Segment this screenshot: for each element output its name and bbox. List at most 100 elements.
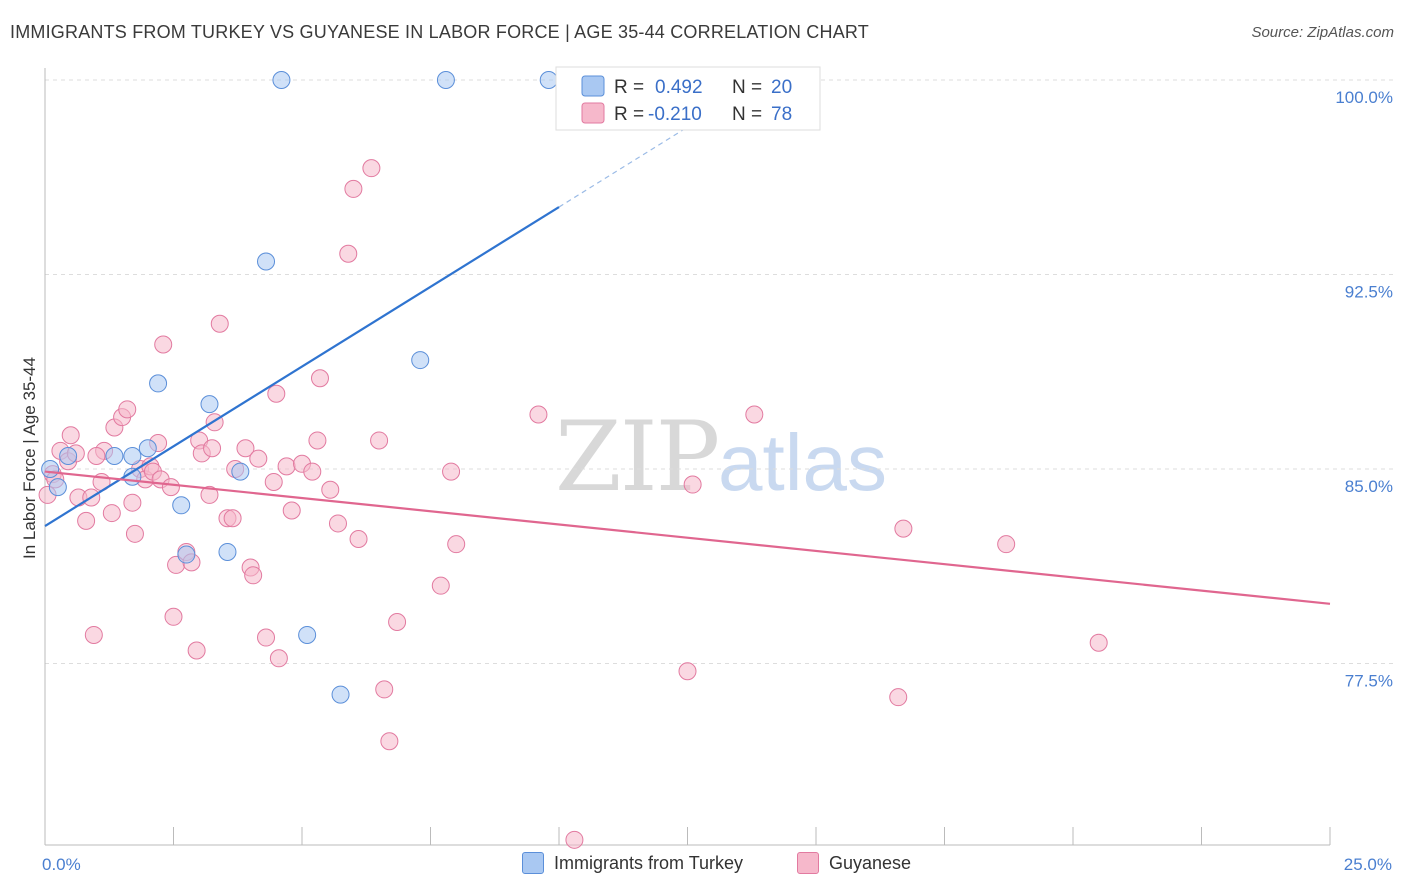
watermark-atlas: atlas xyxy=(718,418,887,507)
y-tick-label-1: 85.0% xyxy=(1345,477,1393,496)
turkey-point-19 xyxy=(539,71,558,89)
trend-line-turkey-extension xyxy=(558,110,714,208)
guyanese-point-66 xyxy=(565,830,584,849)
turkey-point-4 xyxy=(123,447,142,466)
guyanese-point-67 xyxy=(678,662,697,681)
legend-swatch-guyanese xyxy=(581,102,605,124)
legend-r-label-turkey: R = xyxy=(614,77,644,98)
trend-line-turkey xyxy=(44,206,560,527)
guyanese-point-4 xyxy=(61,426,80,445)
y-tick-label-3: 100.0% xyxy=(1335,88,1393,107)
legend-n-value-guyanese: 78 xyxy=(771,104,792,125)
guyanese-point-64 xyxy=(447,535,466,554)
guyanese-point-24 xyxy=(154,335,173,354)
turkey-point-0 xyxy=(41,459,60,478)
guyanese-point-69 xyxy=(745,405,764,424)
bottom-legend: Immigrants from Turkey Guyanese xyxy=(0,852,1406,880)
bottom-legend-label-guyanese: Guyanese xyxy=(829,852,912,873)
guyanese-point-26 xyxy=(164,607,183,626)
legend-r-value-turkey: 0.492 xyxy=(655,77,703,98)
turkey-point-16 xyxy=(331,685,350,704)
chart-title: IMMIGRANTS FROM TURKEY VS GUYANESE IN LA… xyxy=(10,22,869,42)
guyanese-point-60 xyxy=(380,732,399,751)
guyanese-point-73 xyxy=(1089,633,1108,652)
turkey-point-15 xyxy=(298,625,317,644)
guyanese-point-50 xyxy=(308,431,327,450)
guyanese-point-30 xyxy=(187,641,206,660)
trend-line-guyanese xyxy=(44,470,1331,605)
legend-n-label-turkey: N = xyxy=(732,77,762,98)
bottom-legend-swatch-guyanese xyxy=(797,852,819,874)
y-tick-label-2: 92.5% xyxy=(1345,282,1393,301)
legend-r-value-guyanese: -0.210 xyxy=(648,104,702,125)
turkey-point-7 xyxy=(149,374,168,393)
guyanese-point-38 xyxy=(223,509,242,528)
source-label: Source: ZipAtlas.com xyxy=(1251,24,1394,41)
x-tick-marks xyxy=(173,827,1331,845)
y-axis-label: In Labor Force | Age 35-44 xyxy=(20,357,39,559)
guyanese-point-25 xyxy=(161,478,180,497)
bottom-legend-guyanese: Guyanese xyxy=(797,852,911,874)
watermark-zip: ZIP xyxy=(555,401,718,513)
turkey-point-8 xyxy=(172,496,191,515)
guyanese-point-45 xyxy=(267,384,286,403)
guyanese-point-43 xyxy=(257,628,276,647)
guyanese-point-58 xyxy=(370,431,389,450)
turkey-point-1 xyxy=(48,478,67,497)
guyanese-point-33 xyxy=(200,485,219,504)
y-tick-label-0: 77.5% xyxy=(1345,671,1393,690)
guyanese-point-68 xyxy=(683,475,702,494)
legend-n-label-guyanese: N = xyxy=(732,104,762,125)
guyanese-point-53 xyxy=(328,514,347,533)
guyanese-point-70 xyxy=(889,688,908,707)
guyanese-point-77 xyxy=(282,501,301,520)
turkey-point-6 xyxy=(138,439,157,458)
turkey-point-12 xyxy=(231,462,250,481)
turkey-point-17 xyxy=(411,351,430,370)
guyanese-point-75 xyxy=(87,447,106,466)
turkey-point-9 xyxy=(177,545,196,564)
trend-lines xyxy=(44,110,1331,605)
guyanese-point-9 xyxy=(84,625,103,644)
bottom-legend-swatch-turkey xyxy=(522,852,544,874)
guyanese-point-56 xyxy=(349,530,368,548)
guyanese-point-51 xyxy=(310,369,329,388)
guyanese-point-52 xyxy=(321,480,340,499)
guyanese-point-63 xyxy=(442,462,461,481)
turkey-point-2 xyxy=(59,447,78,466)
series-turkey xyxy=(41,71,558,704)
guyanese-point-16 xyxy=(123,493,142,512)
turkey-point-3 xyxy=(105,447,124,466)
guyanese-point-15 xyxy=(118,400,137,419)
guyanese-point-62 xyxy=(431,576,450,595)
guyanese-point-42 xyxy=(249,449,268,468)
x-tick-label-max: 25.0% xyxy=(1344,855,1392,874)
guyanese-point-34 xyxy=(203,439,222,458)
guyanese-point-39 xyxy=(236,439,255,458)
turkey-point-13 xyxy=(257,252,276,271)
guyanese-point-54 xyxy=(339,244,358,263)
turkey-point-10 xyxy=(200,395,219,414)
guyanese-point-36 xyxy=(210,314,229,333)
legend-n-value-turkey: 20 xyxy=(771,77,792,98)
turkey-point-18 xyxy=(436,71,455,89)
guyanese-point-17 xyxy=(125,524,144,543)
bottom-legend-label-turkey: Immigrants from Turkey xyxy=(554,852,744,873)
guyanese-point-49 xyxy=(303,462,322,481)
guyanese-point-71 xyxy=(894,519,913,538)
bottom-legend-turkey: Immigrants from Turkey xyxy=(522,852,743,874)
guyanese-point-44 xyxy=(264,472,283,491)
turkey-point-11 xyxy=(218,542,237,561)
y-tick-labels: 77.5% 85.0% 92.5% 100.0% xyxy=(1335,88,1393,690)
turkey-point-14 xyxy=(272,71,291,89)
legend-swatch-turkey xyxy=(581,75,605,97)
x-tick-label-min: 0.0% xyxy=(42,855,81,874)
guyanese-point-61 xyxy=(388,612,407,631)
guyanese-point-57 xyxy=(362,159,381,178)
guyanese-point-7 xyxy=(77,511,96,530)
correlation-legend: R = 0.492 N = 20 R = -0.210 N = 78 xyxy=(555,66,821,131)
guyanese-point-59 xyxy=(375,680,394,699)
guyanese-point-65 xyxy=(529,405,548,424)
legend-r-label-guyanese: R = xyxy=(614,104,644,125)
